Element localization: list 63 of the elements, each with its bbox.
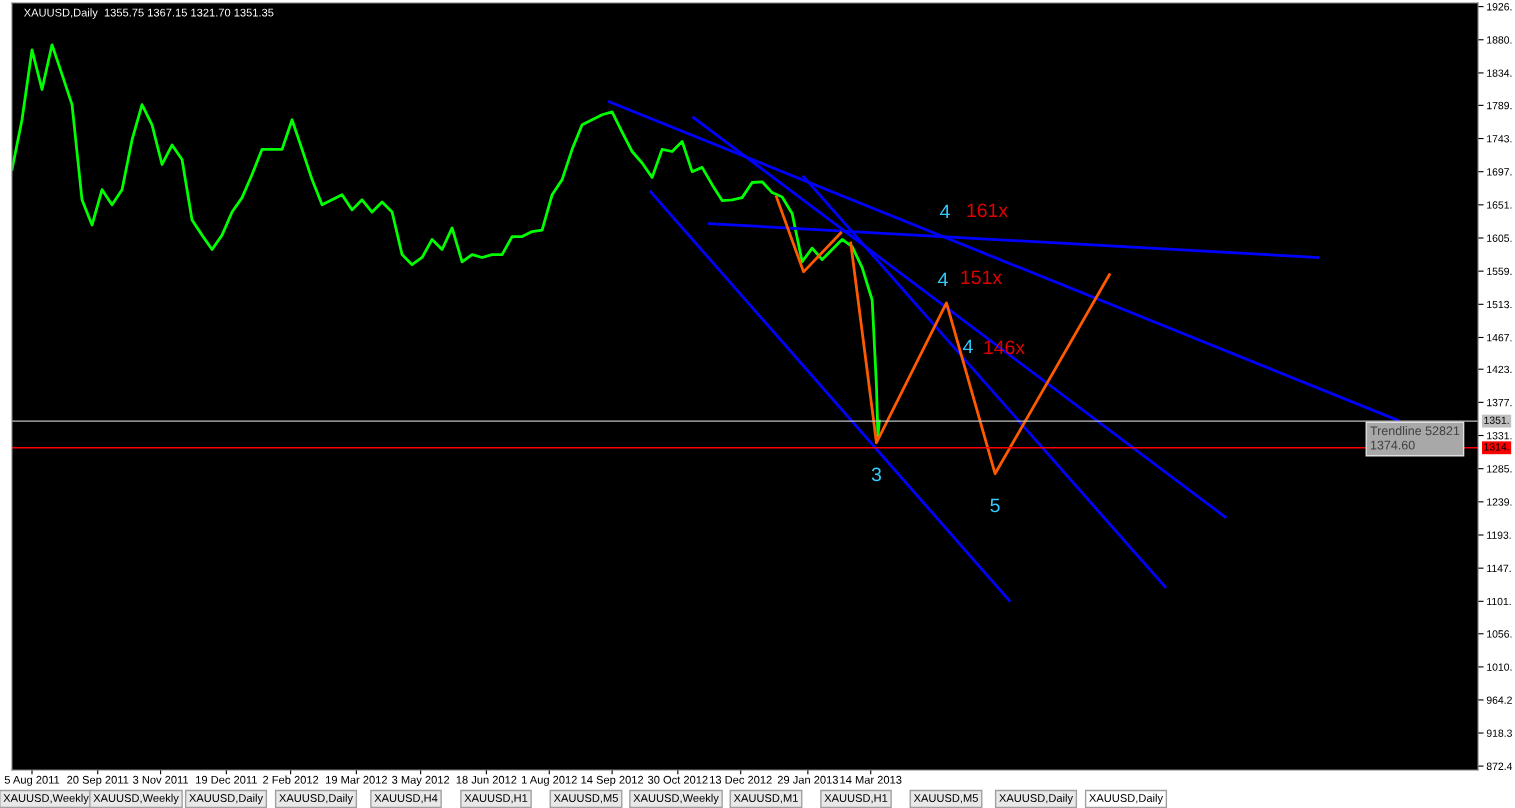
- ref-line-label: 1351.: [1484, 416, 1509, 424]
- text: XAUUSD,Daily: [279, 793, 354, 805]
- y-tick-label: 1789.: [1487, 101, 1512, 110]
- y-tick-label: 1285.: [1487, 465, 1512, 473]
- y-tick-label: 1101.: [1487, 597, 1511, 606]
- y-tick-label: 1377.: [1487, 398, 1512, 407]
- y-tick-label: 1147.: [1487, 564, 1511, 572]
- text: XAUUSD,Daily: [189, 793, 264, 805]
- y-tick-label: 1834.: [1487, 69, 1512, 77]
- y-tick-label: 1651.: [1487, 201, 1512, 209]
- text: XAUUSD,Weekly: [93, 793, 179, 805]
- annotation: 4: [938, 272, 948, 287]
- text: XAUUSD,Daily: [999, 793, 1074, 805]
- y-tick-label: 1331.: [1487, 432, 1512, 440]
- annotation: 4: [940, 204, 950, 219]
- x-tick-label: 2 Feb 2012: [263, 775, 319, 784]
- y-tick-label: 1743.: [1487, 135, 1512, 143]
- y-tick-label: 1513.: [1487, 300, 1512, 309]
- x-tick-label: 1 Aug 2012: [521, 775, 577, 786]
- annotation: 161x: [967, 203, 1008, 218]
- x-tick-label: 19 Dec 2011: [196, 775, 257, 784]
- ref-line-label: 1314.: [1484, 443, 1509, 451]
- x-tick-label: 14 Mar 2013: [840, 775, 902, 784]
- text: XAUUSD,M5: [553, 794, 618, 804]
- annotation: 5: [990, 498, 1000, 513]
- y-tick-label: 1423.: [1487, 365, 1512, 374]
- x-tick-label: 3 Nov 2011: [133, 775, 189, 784]
- y-tick-label: 1010.: [1487, 663, 1512, 671]
- y-tick-label: 1559.: [1487, 267, 1512, 276]
- y-tick-label: 1605.: [1487, 234, 1512, 242]
- y-tick-label: 1467.: [1487, 333, 1512, 342]
- x-tick-label: 5 Aug 2011: [4, 775, 60, 786]
- annotation: 4: [963, 339, 973, 354]
- text: XAUUSD,Daily: [1089, 793, 1164, 805]
- annotation: 151x: [961, 270, 1002, 285]
- x-tick-label: 18 Jun 2012: [456, 775, 517, 784]
- text: XAUUSD,H4: [374, 794, 438, 804]
- annotation: Trendline 52821 1374.60: [1370, 426, 1460, 450]
- text: XAUUSD,H1: [464, 794, 528, 804]
- x-tick-label: 14 Sep 2012: [581, 775, 644, 786]
- text: XAUUSD,M1: [733, 794, 798, 804]
- y-tick-label: 1880.: [1487, 36, 1512, 44]
- y-tick-label: 1697.: [1487, 168, 1512, 176]
- text: XAUUSD,M5: [913, 794, 978, 804]
- y-tick-label: 964.2: [1486, 696, 1512, 704]
- x-tick-label: 3 May 2012: [392, 775, 450, 786]
- y-tick-label: 872.4: [1486, 762, 1513, 770]
- x-tick-label: 19 Mar 2012: [326, 775, 387, 784]
- y-tick-label: 1239.: [1487, 498, 1512, 506]
- chart-title: XAUUSD,Daily 1355.75 1367.15 1321.70 1351.35: [23, 8, 274, 19]
- x-tick-label: 30 Oct 2012: [648, 775, 708, 784]
- text: XAUUSD,Weekly: [633, 793, 719, 805]
- y-tick-label: 1056.: [1487, 630, 1512, 638]
- y-tick-label: 1926.: [1487, 3, 1512, 11]
- x-tick-label: 20 Sep 2011: [67, 775, 129, 786]
- line-series: [12, 43, 881, 438]
- x-tick-label: 13 Dec 2012: [710, 775, 772, 784]
- text: XAUUSD,Weekly: [3, 793, 89, 805]
- y-tick-label: 918.3: [1486, 729, 1512, 737]
- x-tick-label: 29 Jan 2013: [777, 775, 838, 784]
- annotation: 3: [871, 467, 882, 482]
- text: XAUUSD,H1: [824, 794, 888, 804]
- y-tick-label: 1193.: [1487, 531, 1511, 539]
